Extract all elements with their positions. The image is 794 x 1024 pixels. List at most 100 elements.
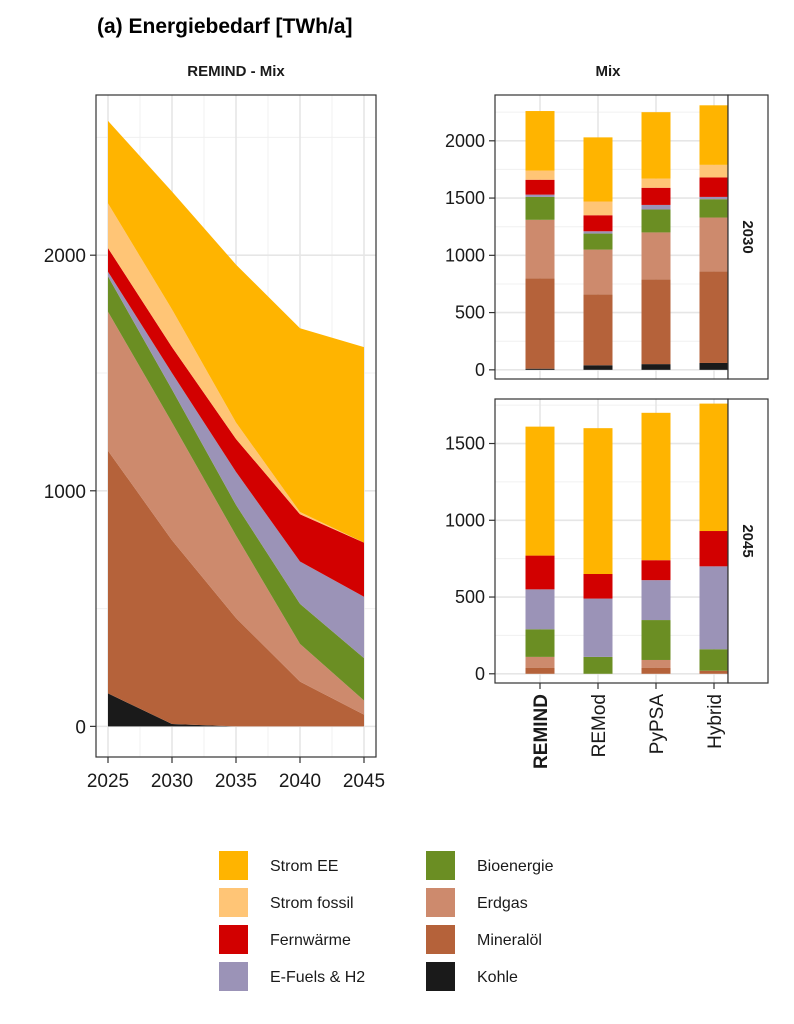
legend-label-fernwärme: Fernwärme [270,932,351,949]
legend-label-erdgas: Erdgas [477,895,528,912]
bar-y-tick-label: 1000 [445,510,485,530]
bar-panel-2045-y-axis: 0 500 1000 1500 [445,434,495,684]
area-layer-kohle [108,693,364,727]
legend-swatch-kohle [426,962,455,991]
legend-label-bioenergie: Bioenergie [477,858,554,875]
area-layer-strom-ee [108,120,364,543]
bar-2030-hybrid-kohle [699,362,729,370]
bar-2030-remod-mineralöl [583,294,613,366]
bar-2030-hybrid-e-fuels-and-h2 [699,196,729,200]
legend-swatch-erdgas [426,888,455,917]
facet-strip-2045 [727,398,769,684]
bar-y-tick-label: 1500 [445,434,485,454]
legend-swatch-e-fuels-and-h2 [219,962,248,991]
bar-2045-remind-bioenergie [525,629,555,657]
bar-2030-hybrid-bioenergie [699,199,729,218]
legend-label-strom-ee: Strom EE [270,858,338,875]
legend-label-mineralöl: Mineralöl [477,932,542,949]
bar-2030-remind-kohle [525,368,555,370]
bar-2030-pypsa-strom-fossil [641,178,671,188]
legend-label-strom-fossil: Strom fossil [270,895,354,912]
area-x-tick-label: 2040 [279,771,321,792]
bar-2030-remind-e-fuels-and-h2 [525,194,555,197]
bar-2045-pypsa-fernwärme [641,560,671,581]
bar-2045-hybrid-strom-ee [699,403,729,532]
bar-y-tick-label: 0 [475,664,485,684]
bar-2030-remod-strom-fossil [583,201,613,216]
bar-2045-remind-e-fuels-and-h2 [525,589,555,630]
bar-2045-pypsa-erdgas [641,659,671,668]
bar-2045-remind-fernwärme [525,555,555,590]
area-y-tick-label: 1000 [44,482,86,503]
bar-2045-remind-erdgas [525,656,555,668]
area-y-tick-label: 2000 [44,246,86,267]
bar-y-tick-label: 1500 [445,188,485,208]
facet-label-2045: 2045 [739,524,756,557]
bar-2045-pypsa-e-fuels-and-h2 [641,580,671,621]
bar-2045-remod-bioenergie [583,656,613,674]
legend-swatch-strom-fossil [219,888,248,917]
bar-2030-remod-erdgas [583,249,613,295]
bar-2030-remod-kohle [583,365,613,370]
bar-2030-hybrid-erdgas [699,217,729,272]
bar-2045-hybrid-bioenergie [699,649,729,671]
bar-2045-pypsa-strom-ee [641,412,671,561]
bar-2030-hybrid-strom-ee [699,105,729,165]
legend-swatch-strom-ee [219,851,248,880]
bar-2030-remind-strom-fossil [525,170,555,180]
bar-2045-hybrid-mineralöl [699,670,729,674]
bar-2030-pypsa-erdgas [641,232,671,280]
bar-2045-remod-strom-ee [583,428,613,575]
area-layer-erdgas [108,311,364,715]
facet-label-2030: 2030 [739,220,756,253]
legend-swatch-mineralöl [426,925,455,954]
bar-2030-pypsa-e-fuels-and-h2 [641,204,671,210]
bar-2030-pypsa-mineralöl [641,279,671,365]
bar-2045-remind-strom-ee [525,426,555,556]
area-layers [108,120,364,727]
bar-2030-pypsa-fernwärme [641,187,671,205]
bar-x-tick-label-pypsa: PyPSA [647,694,668,755]
area-x-tick-label: 2045 [343,771,385,792]
bar-2045-remod-fernwärme [583,574,613,599]
bar-panel-2045-bars [525,403,729,674]
bar-2030-remod-fernwärme [583,215,613,232]
bar-x-tick-label-remod: REMod [589,694,610,757]
bar-y-tick-label: 500 [455,303,485,323]
area-y-axis: 0 1000 2000 [44,246,96,738]
bar-2030-remind-erdgas [525,219,555,279]
bar-2030-remind-bioenergie [525,196,555,220]
bar-y-tick-label: 0 [475,360,485,380]
bar-2045-hybrid-e-fuels-and-h2 [699,566,729,650]
bar-y-tick-label: 1000 [445,245,485,265]
area-x-tick-label: 2025 [87,771,129,792]
bar-2030-remind-fernwärme [525,179,555,195]
bar-2030-remod-strom-ee [583,137,613,202]
bar-panel-2030-y-axis: 0 500 1000 1500 2000 [445,131,495,380]
facet-strip-2030 [727,94,769,380]
bar-2045-pypsa-bioenergie [641,620,671,660]
bar-2030-pypsa-kohle [641,364,671,370]
bar-panel-title: Mix [595,63,621,80]
chart-title: (a) Energiebedarf [TWh/a] [97,15,353,38]
bar-panel-2030-bars [525,105,729,370]
bar-panels: Mix 0 500 1000 1500 2000 2030 0 500 1000 1500 2… [445,63,769,769]
bar-2030-hybrid-strom-fossil [699,164,729,178]
bar-2045-remind-mineralöl [525,667,555,674]
bar-2045-pypsa-mineralöl [641,667,671,674]
area-layer-fernwärme [108,248,364,597]
bar-2030-pypsa-strom-ee [641,112,671,179]
bar-2030-hybrid-mineralöl [699,271,729,363]
legend-swatch-bioenergie [426,851,455,880]
bar-2045-remod-e-fuels-and-h2 [583,598,613,657]
bar-2030-remod-bioenergie [583,233,613,250]
bar-x-tick-label-hybrid: Hybrid [705,694,726,749]
bar-2030-remind-strom-ee [525,111,555,171]
area-layer-bioenergie [108,276,364,701]
area-x-tick-label: 2035 [215,771,257,792]
bar-2030-remod-e-fuels-and-h2 [583,231,613,234]
area-x-axis: 2025 2030 2035 2040 2045 [87,757,385,792]
bar-2030-pypsa-bioenergie [641,209,671,233]
